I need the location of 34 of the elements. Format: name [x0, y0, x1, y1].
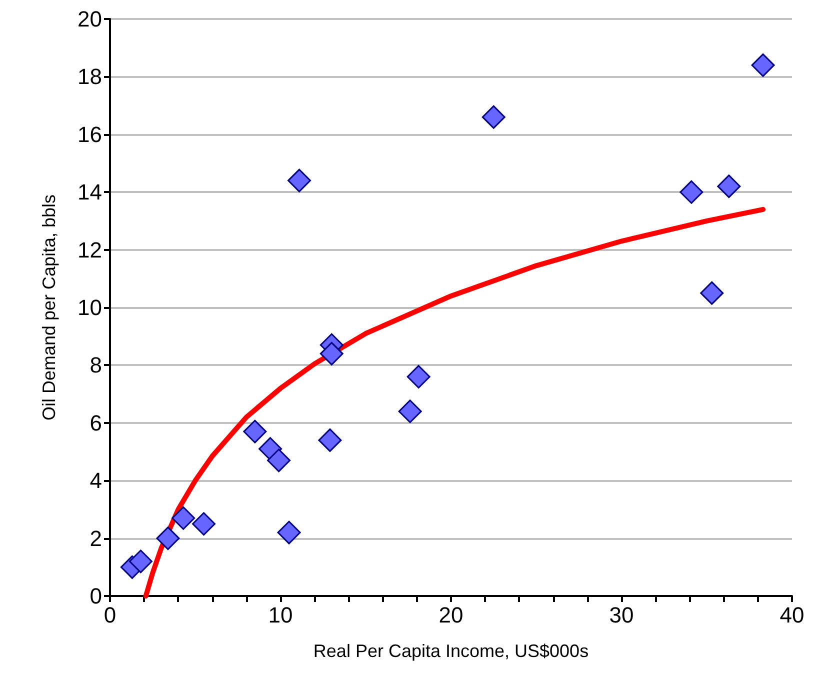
point	[192, 512, 216, 536]
y-tick-label: 4	[90, 468, 102, 494]
point	[700, 281, 724, 305]
x-tick-label: 30	[609, 602, 634, 628]
point	[277, 520, 301, 544]
x-tick-label: 40	[780, 602, 804, 628]
point	[243, 420, 267, 444]
y-tick-label: 8	[90, 352, 102, 378]
point	[398, 400, 422, 424]
point	[482, 105, 506, 129]
y-axis-title: Oil Demand per Capita, bbls	[39, 194, 59, 421]
y-tick-label: 16	[78, 122, 102, 147]
y-tick-label: 12	[78, 237, 102, 262]
x-tick-label: 20	[438, 602, 464, 628]
x-axis-title: Real Per Capita Income, US$000s	[313, 641, 589, 661]
point	[128, 550, 152, 574]
point	[318, 428, 342, 452]
x-tick-label: 10	[268, 602, 293, 628]
y-tick-label: 10	[78, 295, 102, 320]
y-tick-label: 20	[78, 6, 102, 32]
point	[267, 448, 291, 472]
point	[751, 53, 775, 77]
y-tick-label: 14	[78, 180, 102, 205]
point	[717, 174, 741, 198]
point	[320, 342, 344, 366]
point	[156, 526, 180, 550]
y-tick-label: 18	[78, 64, 102, 90]
point	[406, 364, 430, 388]
y-tick-label: 6	[90, 410, 102, 436]
point	[172, 506, 196, 530]
y-tick-label: 2	[90, 526, 102, 551]
y-tick-label: 0	[90, 584, 102, 608]
point	[288, 168, 312, 192]
point	[680, 180, 704, 204]
